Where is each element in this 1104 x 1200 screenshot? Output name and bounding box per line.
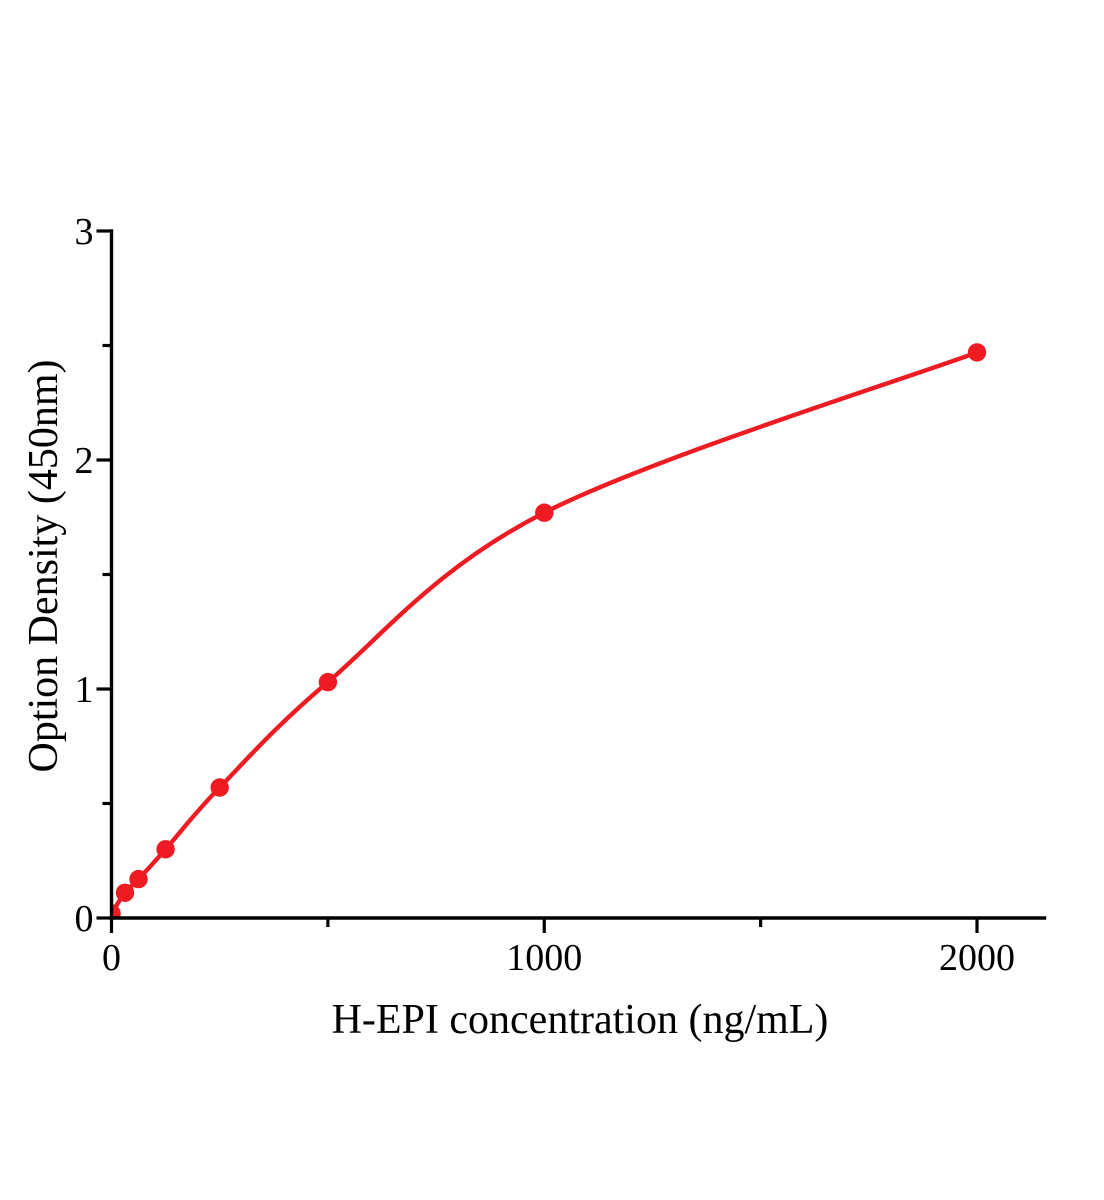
y-tick-label: 0 <box>75 898 94 940</box>
data-point-marker-3 <box>156 840 175 859</box>
y-tick-label: 1 <box>75 669 94 711</box>
data-point-marker-1 <box>115 883 135 902</box>
x-tick-label: 0 <box>102 937 121 979</box>
data-series-layer <box>110 343 987 919</box>
standard-curve-line <box>110 350 980 916</box>
data-point-marker-5 <box>318 672 338 692</box>
y-tick-label: 2 <box>75 440 94 482</box>
x-tick-label: 1000 <box>506 937 582 979</box>
x-tick-label: 2000 <box>939 937 1015 979</box>
y-axis-title: Option Density (450nm) <box>21 359 67 773</box>
data-point-marker-2 <box>129 869 148 889</box>
data-point-marker-6 <box>535 503 554 522</box>
data-point-marker-4 <box>210 778 229 797</box>
y-tick-label: 3 <box>75 211 94 253</box>
data-point-marker-7 <box>967 343 987 362</box>
x-axis-title: H-EPI concentration (ng/mL) <box>331 997 829 1043</box>
